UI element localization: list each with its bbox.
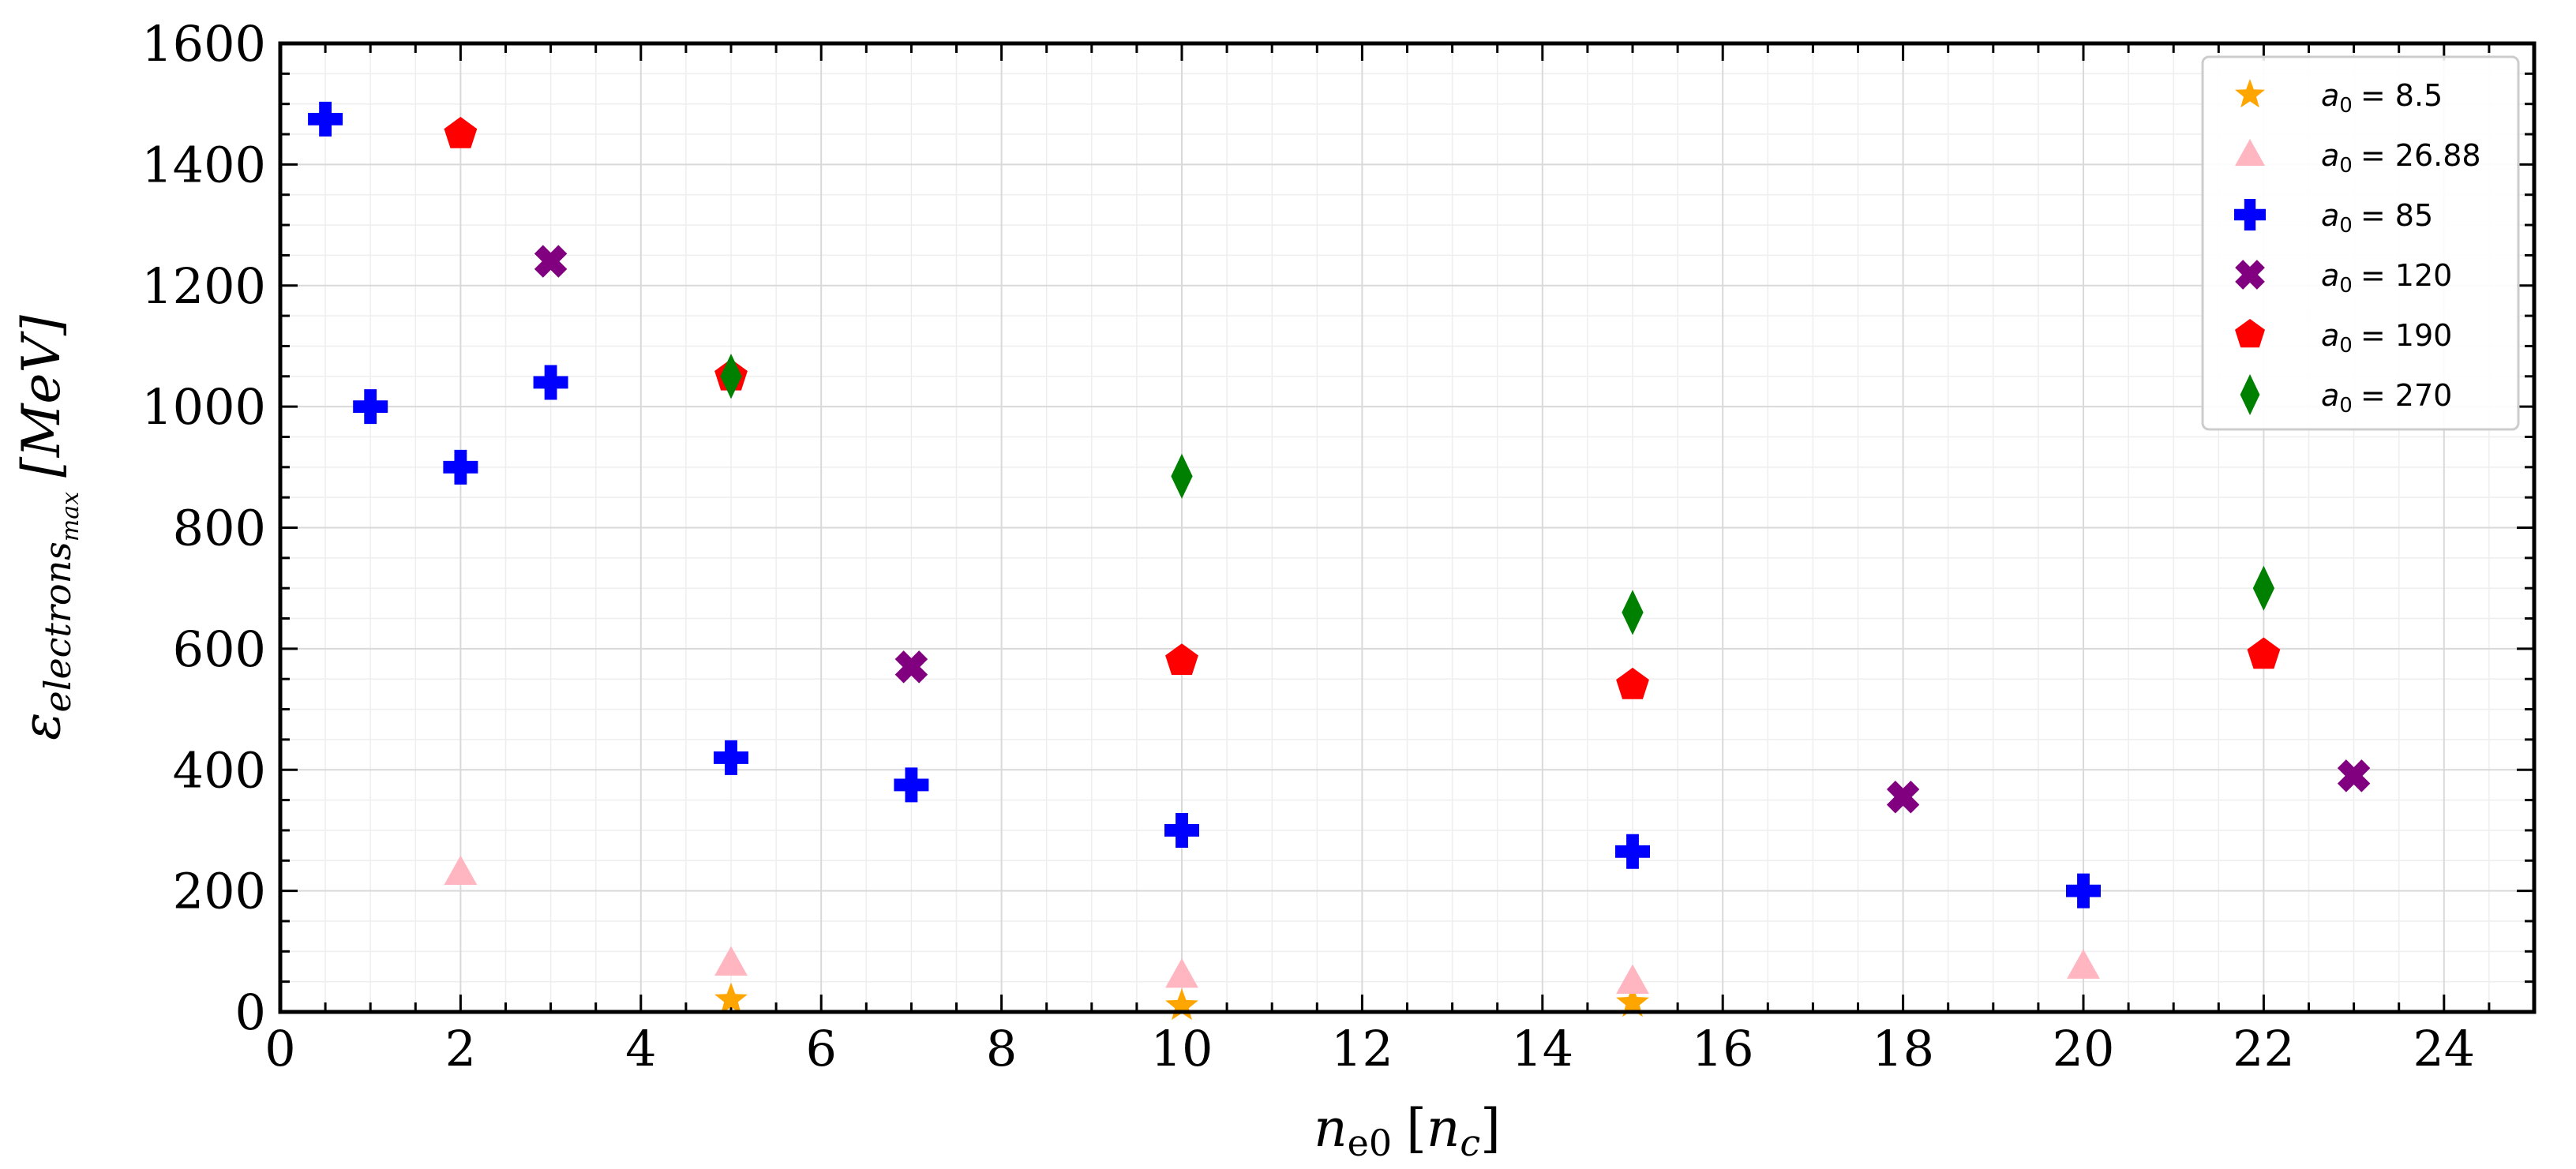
x-label-bracket-open: [	[1406, 1098, 1427, 1159]
data-point-triangle	[714, 946, 748, 976]
x-tick-label: 4	[625, 1020, 656, 1077]
data-point-star	[1165, 988, 1198, 1021]
x-tick-label: 24	[2413, 1020, 2475, 1077]
data-point-diamond	[1171, 453, 1193, 499]
legend-item: a0 = 190	[2235, 318, 2452, 358]
legend-box	[2201, 55, 2520, 431]
data-point-plus	[308, 101, 343, 137]
data-point-triangle	[1165, 957, 1198, 988]
x-label-sub: e0	[1348, 1122, 1393, 1164]
data-point-triangle	[1616, 964, 1649, 995]
x-tick-label: 6	[805, 1020, 836, 1077]
data-point-diamond	[1622, 590, 1644, 635]
data-point-diamond	[2252, 565, 2275, 611]
data-point-pentagon	[444, 117, 478, 148]
data-point-x	[534, 245, 568, 278]
x-tick-label: 8	[986, 1020, 1017, 1077]
y-tick-label: 400	[173, 741, 266, 799]
data-point-pentagon	[1616, 667, 1649, 699]
y-tick-label: 1200	[141, 257, 266, 315]
legend-marker-diamond	[2240, 374, 2260, 415]
legend-item: a0 = 8.5	[2235, 78, 2443, 118]
y-tick-label: 200	[173, 863, 266, 920]
legend-label: a0 = 120	[2321, 258, 2452, 298]
legend-item: a0 = 26.88	[2235, 138, 2481, 178]
data-point-x	[894, 650, 928, 684]
y-axis-label: εelectronsmax [MeV]	[11, 315, 84, 740]
y-label-main: ε	[11, 712, 72, 740]
x-tick-label: 0	[264, 1020, 295, 1077]
legend-marker-star	[2235, 79, 2265, 108]
data-point-plus	[714, 740, 748, 775]
x-tick-label: 22	[2233, 1020, 2295, 1077]
x-tick-label: 2	[445, 1020, 476, 1077]
data-point-plus	[443, 449, 478, 485]
x-label-unit-main: n	[1427, 1098, 1460, 1159]
y-tick-label: 1000	[141, 378, 266, 436]
data-point-triangle	[2067, 949, 2100, 979]
data-point-plus	[2066, 873, 2101, 909]
legend-label: a0 = 8.5	[2321, 78, 2443, 118]
data-point-star	[1616, 985, 1649, 1017]
data-point-plus	[533, 365, 568, 400]
data-point-plus	[1164, 812, 1199, 848]
data-points	[308, 101, 2371, 1021]
y-label-sub: electrons	[36, 541, 79, 712]
legend-label: a0 = 26.88	[2321, 138, 2481, 178]
y-tick-label: 0	[235, 984, 266, 1041]
data-point-triangle	[444, 855, 478, 886]
x-label-bracket-close: ]	[1480, 1098, 1501, 1159]
y-tick-label: 1400	[141, 136, 266, 193]
data-point-pentagon	[2247, 637, 2281, 669]
x-tick-label: 18	[1872, 1020, 1934, 1077]
legend-item: a0 = 270	[2240, 374, 2452, 418]
legend-marker-triangle	[2235, 139, 2265, 166]
x-tick-label: 20	[2053, 1020, 2115, 1077]
y-tick-label: 1600	[141, 15, 266, 73]
data-point-pentagon	[1165, 643, 1198, 675]
data-point-star	[714, 982, 748, 1014]
x-tick-label: 10	[1151, 1020, 1213, 1077]
x-label-main: n	[1314, 1098, 1348, 1159]
y-label-unit: [MeV]	[11, 315, 72, 478]
legend-marker-plus	[2234, 199, 2266, 230]
tick-labels: 0 2 4 6 8 10 12 14 16 18 20 22 240200400600800100012…	[141, 15, 2475, 1077]
data-point-diamond	[720, 354, 742, 399]
y-tick-label: 600	[173, 620, 266, 678]
data-point-x	[1886, 781, 1920, 814]
x-tick-label: 16	[1692, 1020, 1754, 1077]
legend-label: a0 = 190	[2321, 318, 2452, 358]
data-point-plus	[894, 767, 929, 803]
legend-label: a0 = 85	[2321, 198, 2433, 238]
data-point-plus	[1615, 834, 1650, 869]
y-tick-label: 800	[173, 500, 266, 557]
legend-item: a0 = 85	[2234, 198, 2433, 238]
data-point-x	[2337, 759, 2371, 792]
y-label-subsub: max	[57, 492, 84, 541]
legend: a0 = 8.5 a0 = 26.88 a0 = 85 a0 = 120 a0 = 190 a0 = …	[2201, 55, 2520, 431]
x-axis-label: ne0 [nc]	[1314, 1098, 1501, 1164]
x-label-unit-sub: c	[1460, 1122, 1480, 1164]
legend-marker-pentagon	[2235, 319, 2265, 348]
legend-label: a0 = 270	[2321, 378, 2452, 418]
x-tick-label: 12	[1331, 1020, 1393, 1077]
x-tick-label: 14	[1511, 1020, 1573, 1077]
legend-marker-x	[2235, 260, 2265, 290]
data-point-plus	[353, 389, 388, 425]
legend-item: a0 = 120	[2235, 258, 2452, 298]
plot-frame	[278, 41, 2537, 1014]
